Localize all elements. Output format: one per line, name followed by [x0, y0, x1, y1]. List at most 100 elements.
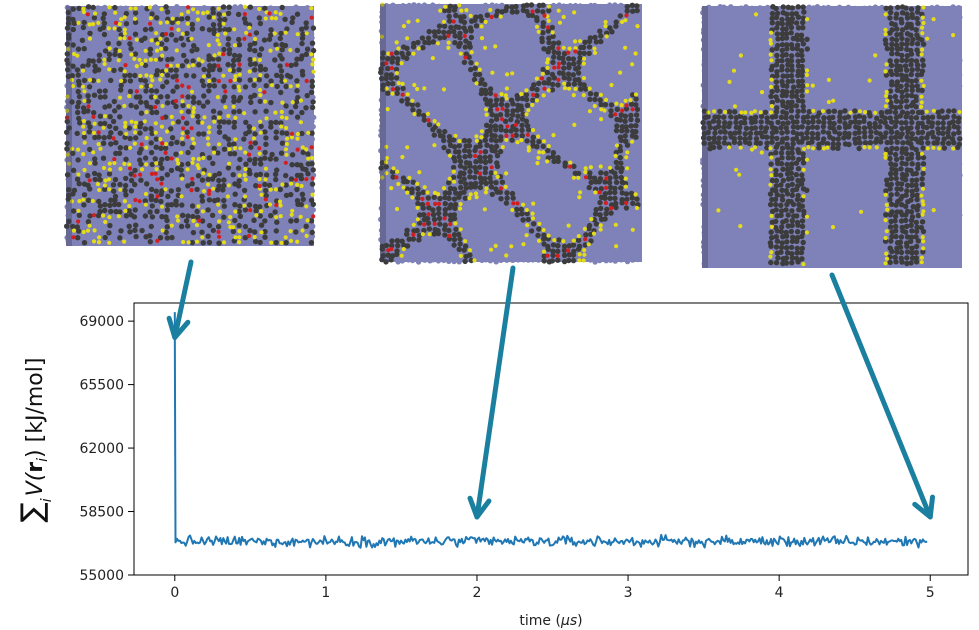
bead [242, 194, 248, 199]
bead [405, 9, 411, 15]
bead [284, 57, 291, 64]
bead [583, 175, 589, 180]
bead [456, 60, 462, 66]
bead [514, 212, 520, 218]
bead [613, 44, 619, 50]
bead [437, 87, 443, 93]
bead [555, 168, 561, 174]
bead [294, 186, 300, 193]
bead [65, 61, 71, 67]
bead [546, 112, 552, 119]
bead [75, 139, 81, 145]
bead [394, 86, 401, 92]
bead [176, 161, 181, 166]
bead [309, 15, 314, 20]
bead [482, 241, 488, 247]
bead [183, 72, 190, 79]
bead [625, 56, 631, 62]
bead [473, 169, 479, 175]
bead [76, 99, 82, 106]
bead [199, 218, 206, 224]
bead [515, 220, 521, 227]
bead [557, 20, 563, 25]
bead [380, 82, 386, 88]
bead [283, 5, 290, 12]
bead [426, 24, 433, 31]
bead [134, 64, 139, 69]
bead [185, 108, 192, 115]
bead [852, 25, 859, 31]
bead [160, 53, 165, 58]
bead [196, 157, 201, 162]
bead [510, 19, 516, 26]
bead [853, 20, 859, 27]
bead [575, 29, 582, 35]
bead [474, 195, 479, 200]
bead [530, 211, 535, 216]
bead [288, 36, 295, 43]
bead [127, 204, 132, 209]
bead [101, 41, 108, 47]
bead [582, 23, 588, 30]
bead [577, 158, 583, 164]
bead [598, 65, 604, 71]
bead [513, 143, 520, 149]
bead [494, 23, 501, 29]
bead [80, 68, 86, 73]
bead [528, 2, 535, 8]
bead [607, 184, 614, 191]
bead [410, 66, 416, 72]
bead [200, 146, 206, 152]
bead [530, 97, 536, 103]
bead [189, 15, 195, 21]
bead [231, 124, 237, 130]
bead [461, 231, 468, 237]
bead [303, 166, 309, 173]
bead [274, 72, 280, 79]
bead [856, 11, 862, 17]
bead [487, 76, 493, 82]
bead [457, 35, 463, 41]
bead [856, 25, 862, 32]
bead [582, 242, 588, 248]
bead [288, 229, 293, 234]
bead [557, 133, 563, 139]
bead [238, 146, 243, 151]
bead [810, 10, 816, 16]
bead [144, 181, 150, 187]
bead [280, 100, 285, 105]
bead [174, 51, 180, 57]
bead [437, 149, 443, 155]
bead [487, 205, 493, 211]
bead [191, 63, 196, 68]
bead [633, 237, 640, 243]
bead [256, 77, 262, 83]
bead [852, 5, 858, 12]
bead [613, 210, 619, 216]
bead [267, 233, 274, 240]
bead [273, 145, 279, 151]
bead [529, 243, 536, 249]
bead [561, 28, 567, 34]
bead [263, 99, 268, 104]
bead [518, 164, 525, 171]
bead [394, 23, 400, 29]
bead [477, 67, 482, 72]
bead [164, 104, 171, 111]
bead [441, 149, 447, 155]
bead [258, 46, 265, 52]
bead [173, 202, 179, 208]
bead [721, 35, 728, 41]
bead [200, 209, 205, 214]
bead [257, 87, 263, 93]
bead [410, 107, 416, 113]
bead [426, 95, 433, 102]
bead [550, 248, 556, 254]
bead [309, 78, 315, 85]
bead [158, 137, 163, 142]
bead [571, 148, 578, 155]
bead [618, 251, 624, 258]
bead [612, 231, 618, 237]
bead [591, 29, 597, 35]
bead [142, 119, 147, 124]
